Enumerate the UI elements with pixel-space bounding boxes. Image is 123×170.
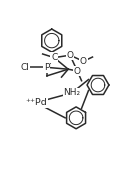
- Text: P: P: [44, 63, 50, 72]
- Text: ⁺⁺Pd: ⁺⁺Pd: [25, 98, 47, 107]
- Text: O: O: [74, 66, 81, 75]
- Text: O: O: [67, 51, 74, 60]
- Text: O: O: [80, 57, 87, 66]
- Text: NH₂: NH₂: [63, 88, 80, 97]
- Text: Cl: Cl: [21, 63, 29, 72]
- Text: C: C: [51, 53, 57, 62]
